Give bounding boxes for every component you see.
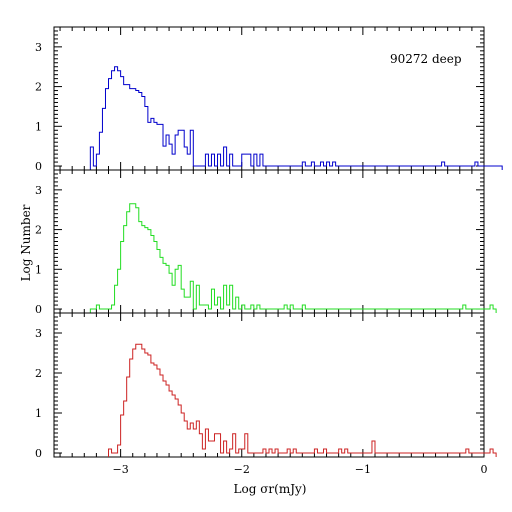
y-tick-label: 0 [35,447,42,460]
y-axis-label: Log Number [19,204,33,281]
y-tick-label: 3 [35,184,42,197]
y-tick-label: 3 [35,327,42,340]
y-tick-label: 1 [35,120,42,133]
x-tick-label: −2 [234,463,250,476]
y-tick-label: 2 [35,367,42,380]
y-tick-label: 3 [35,41,42,54]
x-axis-label: Log σr(mJy) [234,482,307,496]
x-tick-label: −1 [355,463,371,476]
histogram-series [108,343,497,457]
y-tick-label: 2 [35,81,42,94]
panel-frame [53,26,485,171]
panel-2: 0 1 2 3 [35,169,497,316]
panel-1: 0 1 2 3 [35,26,503,173]
y-tick-label: 0 [35,160,42,173]
panel-frame [53,169,485,314]
y-tick-label: 2 [35,224,42,237]
x-tick-label: −3 [113,463,129,476]
y-tick-label: 1 [35,407,42,420]
panel-frame [53,312,485,458]
y-tick-label: 0 [35,303,42,316]
annotation-label: 90272 deep [390,52,462,66]
panel-3: 0 1 2 3 [35,312,497,460]
histogram-series [89,66,503,170]
histogram-series [89,203,497,313]
y-tick-label: 1 [35,263,42,276]
x-tick-label: 0 [481,463,488,476]
